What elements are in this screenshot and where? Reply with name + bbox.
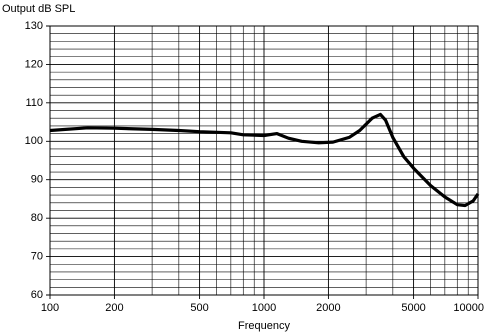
chart-title: Output dB SPL	[2, 3, 75, 15]
x-tick-label: 200	[105, 302, 123, 314]
y-tick-label: 60	[31, 289, 43, 301]
x-tick-label: 1000	[252, 302, 276, 314]
y-tick-label: 120	[25, 58, 43, 70]
series-line	[49, 112, 480, 208]
y-tick-label: 90	[31, 174, 43, 186]
y-tick-label: 130	[25, 20, 43, 32]
x-tick-label: 2000	[316, 302, 340, 314]
x-axis-label: Frequency	[238, 320, 290, 332]
x-tick-label: 100	[41, 302, 59, 314]
x-tick-label: 5000	[401, 302, 425, 314]
x-tick-label: 500	[190, 302, 208, 314]
plot-frame	[49, 25, 479, 296]
y-tick-label: 70	[31, 250, 43, 262]
y-tick-label: 80	[31, 212, 43, 224]
y-tick-label: 100	[25, 135, 43, 147]
x-tick-label: 10000	[453, 302, 484, 314]
y-tick-label: 110	[25, 97, 43, 109]
